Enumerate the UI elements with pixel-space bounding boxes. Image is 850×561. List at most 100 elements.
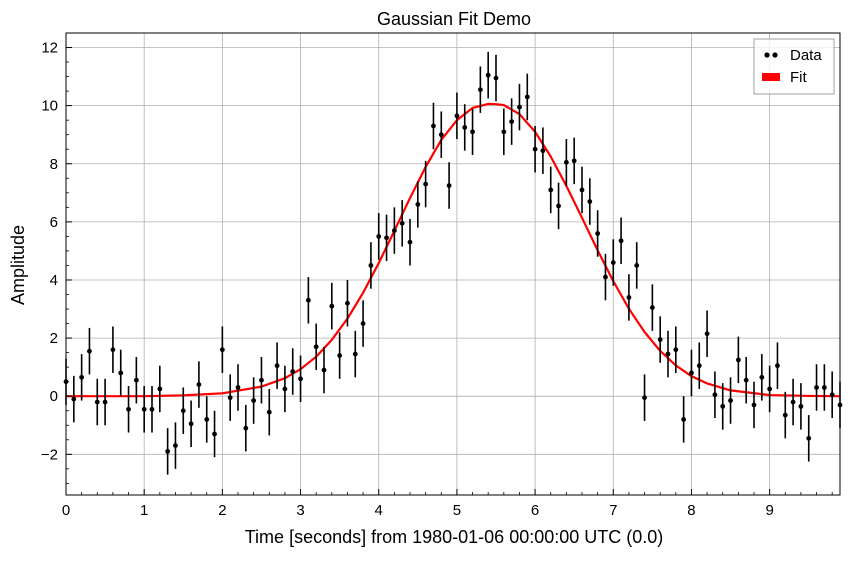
data-point xyxy=(79,354,85,401)
data-point xyxy=(735,336,741,384)
data-marker xyxy=(126,406,131,412)
data-point xyxy=(712,371,718,418)
data-marker xyxy=(712,392,718,398)
data-marker xyxy=(188,421,194,427)
data-point xyxy=(446,162,452,209)
data-marker xyxy=(454,113,460,119)
data-point xyxy=(345,279,350,327)
data-point xyxy=(462,104,468,151)
data-marker xyxy=(415,202,421,207)
data-marker xyxy=(157,386,163,392)
data-point xyxy=(618,217,624,264)
data-marker xyxy=(180,408,186,414)
data-point xyxy=(501,108,507,156)
y-tick-label: 8 xyxy=(50,156,58,173)
data-point xyxy=(290,348,296,395)
data-point xyxy=(579,166,585,214)
data-point xyxy=(399,200,405,247)
data-marker xyxy=(399,220,405,226)
data-marker xyxy=(79,374,85,380)
data-marker xyxy=(720,403,726,409)
data-point xyxy=(391,207,397,254)
data-marker xyxy=(290,369,296,374)
data-marker xyxy=(814,385,819,390)
data-point xyxy=(821,364,827,411)
data-point xyxy=(243,404,249,452)
x-tick-label: 6 xyxy=(531,502,539,519)
data-point xyxy=(477,66,483,113)
data-marker xyxy=(728,398,733,403)
data-point xyxy=(454,92,460,140)
data-point xyxy=(665,330,671,378)
data-point xyxy=(563,139,569,186)
data-marker xyxy=(501,129,507,135)
data-marker xyxy=(305,297,311,303)
data-point xyxy=(126,386,131,433)
data-marker xyxy=(806,435,812,441)
data-point xyxy=(587,178,593,225)
data-marker xyxy=(266,409,272,415)
data-marker xyxy=(767,386,773,392)
data-marker xyxy=(829,392,835,398)
data-marker xyxy=(118,370,124,376)
data-marker xyxy=(376,233,382,239)
data-marker xyxy=(704,331,710,337)
data-points-group xyxy=(63,51,843,475)
data-marker xyxy=(110,347,116,353)
data-marker xyxy=(477,87,483,93)
data-marker xyxy=(173,443,178,449)
y-tick-label: 0 xyxy=(50,388,58,405)
data-marker xyxy=(368,263,374,268)
data-marker xyxy=(196,382,202,387)
data-point xyxy=(423,160,429,208)
data-point xyxy=(634,242,640,289)
data-point xyxy=(642,374,647,421)
data-point xyxy=(759,354,765,401)
data-marker xyxy=(470,129,475,135)
data-point xyxy=(274,342,280,389)
data-marker xyxy=(282,386,288,392)
data-marker xyxy=(352,351,358,357)
data-point xyxy=(298,355,303,403)
data-marker xyxy=(610,260,616,265)
data-marker xyxy=(821,385,827,390)
x-tick-label: 7 xyxy=(609,502,617,519)
data-point xyxy=(352,330,358,378)
data-point xyxy=(689,349,694,397)
data-point xyxy=(180,387,186,434)
data-marker xyxy=(673,347,679,353)
data-point xyxy=(673,326,679,373)
data-marker xyxy=(259,377,264,383)
data-point xyxy=(173,422,178,469)
data-marker xyxy=(548,187,554,193)
data-marker xyxy=(313,344,319,350)
data-marker xyxy=(219,347,225,353)
data-point xyxy=(188,400,194,448)
legend-box xyxy=(753,38,835,95)
data-marker xyxy=(657,337,663,342)
data-marker xyxy=(274,363,280,369)
data-point xyxy=(493,54,499,102)
data-point xyxy=(743,356,749,404)
data-point xyxy=(87,327,92,375)
data-marker xyxy=(579,187,585,193)
data-marker xyxy=(71,396,77,402)
data-point xyxy=(219,326,225,373)
data-point xyxy=(603,253,608,301)
legend-data-marker xyxy=(772,52,778,58)
data-point xyxy=(782,391,788,439)
data-marker xyxy=(735,357,741,363)
x-tick-label: 0 xyxy=(62,502,70,519)
data-marker xyxy=(509,119,515,125)
legend-label: Data xyxy=(790,47,822,64)
y-axis-label: Amplitude xyxy=(8,225,28,305)
data-point xyxy=(829,371,835,418)
data-marker xyxy=(798,403,804,409)
data-point xyxy=(337,332,343,379)
x-tick-label: 8 xyxy=(687,502,695,519)
x-tick-label: 5 xyxy=(453,502,461,519)
data-point xyxy=(681,396,687,443)
data-marker xyxy=(790,399,796,405)
data-marker xyxy=(782,412,788,418)
